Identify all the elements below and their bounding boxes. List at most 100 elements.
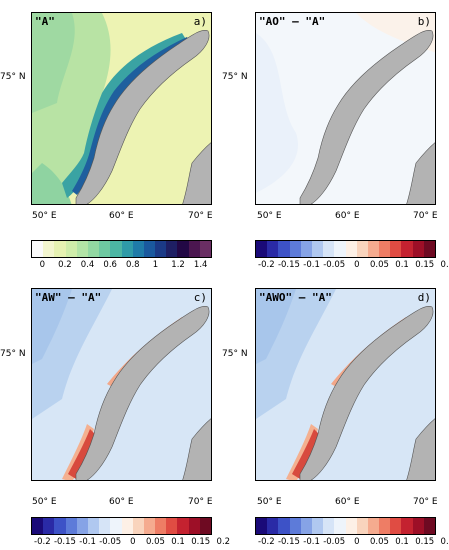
panel-label: b) bbox=[417, 15, 431, 28]
lat-label: 75° N bbox=[0, 72, 26, 82]
colorbar-swatch bbox=[334, 241, 346, 257]
lat-label: 75° N bbox=[222, 72, 248, 82]
colorbar-swatch bbox=[256, 518, 268, 534]
lon-label: 50° E bbox=[257, 211, 282, 221]
colorbar-tick-label: -0.1 bbox=[303, 260, 320, 270]
colorbar-swatch bbox=[188, 518, 200, 534]
colorbar-tick-label: 0.15 bbox=[191, 537, 211, 547]
colorbar-tick-label: -0.15 bbox=[277, 260, 300, 270]
colorbar-tick-label: 1.4 bbox=[193, 260, 208, 270]
colorbar-tick-label: -0.1 bbox=[303, 537, 320, 547]
colorbar-swatch bbox=[132, 518, 144, 534]
map-panel-b: "AO" – "A" b) bbox=[255, 12, 436, 205]
colorbar-tick-label: 0 bbox=[39, 260, 46, 270]
colorbar-swatch bbox=[121, 518, 133, 534]
colorbar-swatch bbox=[65, 518, 77, 534]
colorbar-tick-label: 0 bbox=[354, 537, 360, 547]
colorbar-tick-label: -0.2 bbox=[34, 537, 51, 547]
colorbar-swatch bbox=[379, 518, 391, 534]
lon-label: 50° E bbox=[32, 497, 57, 507]
colorbar-tick-label: -0.2 bbox=[258, 260, 275, 270]
map-panel-d: "AWO" – "A" d) bbox=[255, 288, 436, 481]
colorbar-swatch bbox=[278, 241, 290, 257]
colorbar-tick-label: -0.2 bbox=[258, 537, 275, 547]
colorbar-tick-label: 0.1 bbox=[171, 537, 185, 547]
colorbar-tick-label: -0.05 bbox=[323, 537, 346, 547]
colorbar-swatch bbox=[110, 241, 122, 257]
lat-label: 75° N bbox=[0, 349, 26, 359]
colorbar-tick-label: 0.15 bbox=[415, 537, 435, 547]
colorbar-swatch bbox=[379, 241, 391, 257]
colorbar-swatch bbox=[401, 241, 413, 257]
lon-label: 70° E bbox=[188, 211, 213, 221]
colorbar-swatch bbox=[177, 518, 189, 534]
colorbar-swatch bbox=[311, 241, 324, 257]
colorbar-swatch bbox=[323, 518, 335, 534]
colorbar-swatch bbox=[323, 241, 335, 257]
colorbar-tick-label: 0.05 bbox=[369, 537, 389, 547]
colorbar-tick-label: 0.1 bbox=[395, 537, 409, 547]
colorbar-tick-label: 1 bbox=[152, 260, 159, 270]
colorbar-swatch bbox=[143, 518, 156, 534]
novaya-zemlya-land bbox=[299, 306, 434, 480]
colorbar-swatch bbox=[166, 241, 178, 257]
lon-label: 60° E bbox=[335, 211, 360, 221]
colorbar-tick-label: -0.15 bbox=[277, 537, 300, 547]
colorbar-swatch bbox=[32, 518, 44, 534]
colorbar-tick-label: 0.8 bbox=[126, 260, 140, 270]
colorbar-swatch bbox=[345, 241, 357, 257]
colorbar-tick-label: 0.4 bbox=[80, 260, 95, 270]
colorbar-tick-label: 0.2 bbox=[216, 537, 231, 547]
colorbar-swatch bbox=[390, 241, 402, 257]
colorbar-swatch bbox=[278, 518, 290, 534]
map-canvas-c bbox=[32, 289, 211, 480]
panel-title: "AO" – "A" bbox=[259, 15, 326, 28]
lon-label: 70° E bbox=[413, 497, 438, 507]
colorbar-tick-label: -0.1 bbox=[79, 537, 96, 547]
lon-label: 60° E bbox=[109, 497, 134, 507]
colorbar-swatch bbox=[155, 518, 167, 534]
colorbar-tick-label: 0.2 bbox=[440, 537, 449, 547]
lon-label: 70° E bbox=[413, 211, 438, 221]
colorbar-a bbox=[31, 240, 212, 258]
colorbar-tick-label: 0.15 bbox=[415, 260, 435, 270]
map-canvas-d bbox=[256, 289, 435, 480]
colorbar-swatch bbox=[87, 241, 100, 257]
colorbar-swatch bbox=[423, 241, 435, 257]
colorbar-swatch bbox=[334, 518, 346, 534]
colorbar-swatch bbox=[367, 241, 380, 257]
map-panel-c: "AW" – "A" c) bbox=[31, 288, 212, 481]
lon-label: 70° E bbox=[188, 497, 213, 507]
mainland-land bbox=[406, 418, 435, 480]
novaya-zemlya-land bbox=[299, 30, 434, 204]
colorbar-swatch bbox=[76, 241, 88, 257]
colorbar-swatch bbox=[345, 518, 357, 534]
colorbar-tick-label: 0.1 bbox=[395, 260, 409, 270]
colorbar-swatch bbox=[199, 518, 211, 534]
colorbar-tick-label: -0.05 bbox=[99, 537, 122, 547]
panel-title: "A" bbox=[35, 15, 55, 28]
mainland-land bbox=[182, 142, 211, 204]
colorbar-swatch bbox=[311, 518, 324, 534]
colorbar-swatch bbox=[412, 518, 424, 534]
colorbar-tick-label: 0 bbox=[354, 260, 360, 270]
colorbar-swatch bbox=[412, 241, 424, 257]
mainland-land bbox=[406, 142, 435, 204]
colorbar-swatch bbox=[289, 241, 301, 257]
novaya-zemlya-land bbox=[75, 306, 210, 480]
colorbar-tick-label: -0.05 bbox=[323, 260, 346, 270]
colorbar-b bbox=[255, 240, 436, 258]
colorbar-swatch bbox=[300, 518, 312, 534]
colorbar-swatch bbox=[87, 518, 100, 534]
map-canvas-a bbox=[32, 13, 211, 204]
colorbar-swatch bbox=[267, 241, 279, 257]
panel-label: c) bbox=[193, 291, 207, 304]
colorbar-swatch bbox=[65, 241, 77, 257]
colorbar-swatch bbox=[390, 518, 402, 534]
colorbar-swatch bbox=[143, 241, 156, 257]
map-canvas-b bbox=[256, 13, 435, 204]
colorbar-d bbox=[255, 517, 436, 535]
colorbar-swatch bbox=[54, 241, 66, 257]
colorbar-swatch bbox=[356, 241, 368, 257]
colorbar-tick-label: 0 bbox=[130, 537, 136, 547]
